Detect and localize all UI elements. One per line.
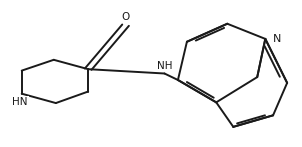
Text: HN: HN	[12, 97, 28, 107]
Text: O: O	[121, 12, 130, 22]
Text: N: N	[273, 34, 281, 44]
Text: NH: NH	[157, 61, 172, 71]
